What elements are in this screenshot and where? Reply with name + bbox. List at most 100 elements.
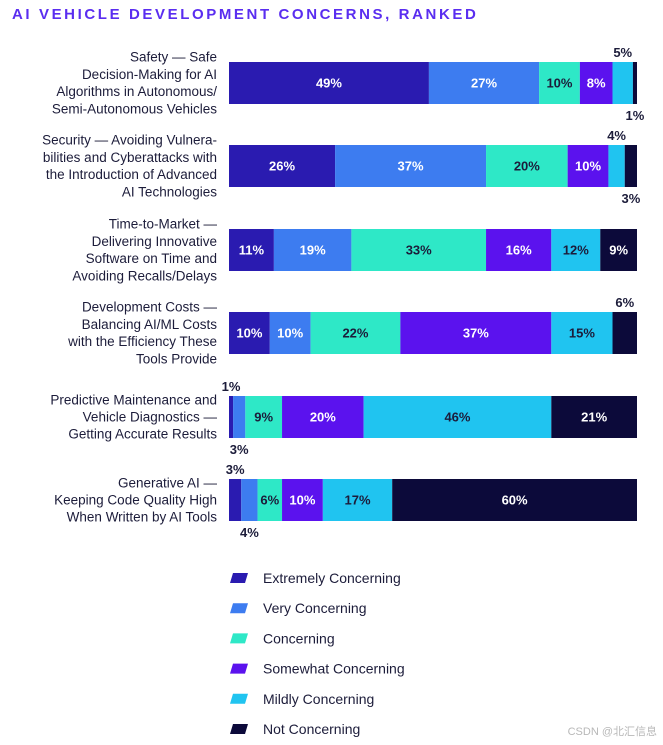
bar-segment-very-concerning [335, 145, 487, 187]
legend-swatch [230, 573, 248, 583]
bar-segment-extremely-concerning [229, 312, 270, 354]
value-label-very-concerning: 27% [471, 76, 497, 91]
legend-item-concerning: Concerning [230, 630, 335, 646]
bar-segment-concerning [486, 145, 568, 187]
watermark: CSDN @北汇信息 [567, 726, 657, 738]
value-label-concerning: 22% [342, 326, 368, 341]
legend-swatch [230, 633, 248, 644]
value-label-somewhat-concerning: 16% [506, 243, 532, 258]
legend-label: Somewhat Concerning [263, 661, 405, 677]
legend-item-not-concerning: Not Concerning [230, 721, 360, 737]
category-label: Time-to-Market — Delivering Innovative Sof… [72, 217, 217, 284]
category-label-line: Vehicle Diagnostics — [83, 410, 218, 425]
value-label-not-concerning: 3% [621, 191, 640, 206]
bar-segment-not-concerning [600, 229, 637, 271]
category-label: Development Costs — Balancing AI/ML Costs… [67, 300, 217, 367]
bar-row-4: Development Costs — Balancing AI/ML Costs… [67, 295, 637, 366]
legend-item-somewhat-concerning: Somewhat Concerning [230, 661, 405, 677]
value-label-concerning: 6% [260, 493, 279, 508]
bar-segment-extremely-concerning [229, 62, 429, 104]
value-label-somewhat-concerning: 10% [575, 159, 601, 174]
bar-segment-concerning [539, 62, 580, 104]
value-label-concerning: 33% [406, 243, 432, 258]
legend-swatch [230, 663, 248, 674]
value-label-extremely-concerning: 10% [236, 326, 262, 341]
bar-row-2: Security — Avoiding Vulnera-bilities and… [42, 128, 641, 206]
legend-label: Extremely Concerning [263, 570, 401, 586]
bar-segment-very-concerning [273, 229, 352, 271]
bar-segment-concerning [245, 396, 283, 438]
value-label-very-concerning: 4% [240, 525, 259, 540]
value-label-not-concerning: 9% [609, 243, 628, 258]
value-label-not-concerning: 21% [581, 410, 607, 425]
category-label-line: Development Costs — [82, 300, 218, 315]
bar-segment-not-concerning [392, 479, 637, 521]
category-label: Predictive Maintenance and Vehicle Diagno… [50, 392, 217, 441]
category-label-line: Keeping Code Quality High [54, 493, 217, 508]
bar-segment-not-concerning [624, 145, 637, 187]
category-label-line: Semi-Autonomous Vehicles [52, 101, 217, 116]
bar-segment-somewhat-concerning [579, 62, 613, 104]
value-label-very-concerning: 19% [300, 243, 326, 258]
value-label-not-concerning: 1% [626, 108, 645, 123]
value-label-somewhat-concerning: 20% [310, 410, 336, 425]
category-label-line: Predictive Maintenance and [50, 392, 217, 407]
category-label-line: Decision-Making for AI [82, 67, 217, 82]
value-label-very-concerning: 3% [230, 442, 249, 457]
chart-title: AI VEHICLE DEVELOPMENT CONCERNS, RANKED [12, 6, 479, 23]
value-label-extremely-concerning: 26% [269, 159, 295, 174]
bar-segment-very-concerning [241, 479, 258, 521]
bar-segment-not-concerning [632, 62, 637, 104]
legend-label: Very Concerning [263, 600, 367, 616]
value-label-concerning: 20% [514, 159, 540, 174]
bar-row-3: Time-to-Market — Delivering Innovative Sof… [72, 217, 637, 284]
category-label-line: Algorithms in Autonomous/ [56, 84, 217, 99]
value-label-mildly-concerning: 15% [569, 326, 595, 341]
value-label-mildly-concerning: 4% [607, 128, 626, 143]
legend-label: Mildly Concerning [263, 691, 374, 707]
bar-segment-very-concerning [269, 312, 311, 354]
legend: Extremely Concerning Very Concerning Conce… [230, 570, 405, 737]
category-label-line: with the Efficiency These [67, 334, 217, 349]
value-label-extremely-concerning: 1% [222, 379, 241, 394]
category-label-line: Balancing AI/ML Costs [82, 317, 218, 332]
legend-label: Concerning [263, 630, 335, 646]
category-label: Safety — Safe Decision-Making for AI Algor… [52, 50, 217, 117]
bar-segment-extremely-concerning [229, 479, 242, 521]
category-label-line: Security — Avoiding Vulnera- [42, 133, 217, 148]
value-label-somewhat-concerning: 10% [289, 493, 315, 508]
category-label-line: Time-to-Market — [109, 217, 218, 232]
category-label-line: Safety — Safe [130, 50, 217, 65]
value-label-concerning: 10% [546, 76, 572, 91]
category-label-line: bilities and Cyberattacks with [43, 150, 217, 165]
bar-segment-somewhat-concerning [486, 229, 552, 271]
bar-segment-somewhat-concerning [400, 312, 552, 354]
category-label-line: Tools Provide [136, 351, 217, 366]
value-label-not-concerning: 60% [502, 493, 528, 508]
bar-segment-very-concerning [428, 62, 540, 104]
bar-segment-somewhat-concerning [567, 145, 609, 187]
value-label-extremely-concerning: 11% [239, 243, 265, 258]
value-label-very-concerning: 10% [277, 326, 303, 341]
value-label-somewhat-concerning: 37% [463, 326, 489, 341]
bar-segment-mildly-concerning [608, 145, 625, 187]
value-label-mildly-concerning: 5% [613, 45, 632, 60]
bar-segment-extremely-concerning [229, 396, 234, 438]
bar-segment-extremely-concerning [229, 145, 336, 187]
value-label-somewhat-concerning: 8% [587, 76, 606, 91]
bar-segment-mildly-concerning [551, 312, 613, 354]
value-label-mildly-concerning: 12% [563, 243, 589, 258]
category-label-line: Avoiding Recalls/Delays [72, 268, 217, 283]
category-label: Generative AI — Keeping Code Quality High… [54, 475, 217, 524]
bar-segment-mildly-concerning [363, 396, 552, 438]
bar-segment-concerning [310, 312, 401, 354]
bar-segment-not-concerning [612, 312, 637, 354]
legend-item-mildly-concerning: Mildly Concerning [230, 691, 374, 707]
value-label-not-concerning: 6% [615, 295, 634, 310]
category-label-line: Software on Time and [86, 251, 217, 266]
bar-segment-mildly-concerning [551, 229, 601, 271]
bar-segment-very-concerning [233, 396, 246, 438]
value-label-extremely-concerning: 49% [316, 76, 342, 91]
bar-segment-mildly-concerning [612, 62, 633, 104]
